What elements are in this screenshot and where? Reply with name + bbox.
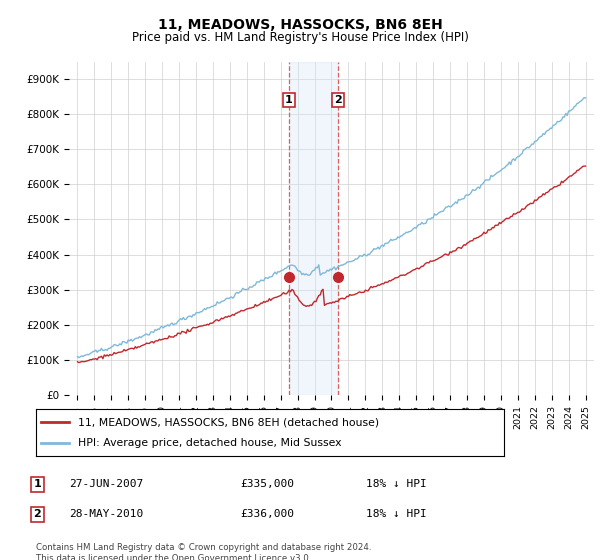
Text: 1: 1: [285, 95, 293, 105]
Text: £336,000: £336,000: [240, 509, 294, 519]
Text: 11, MEADOWS, HASSOCKS, BN6 8EH: 11, MEADOWS, HASSOCKS, BN6 8EH: [158, 18, 442, 32]
Bar: [289, 62, 338, 395]
Text: Contains HM Land Registry data © Crown copyright and database right 2024.
This d: Contains HM Land Registry data © Crown c…: [36, 543, 371, 560]
Text: 2: 2: [334, 95, 342, 105]
Text: 28-MAY-2010: 28-MAY-2010: [69, 509, 143, 519]
Text: 18% ↓ HPI: 18% ↓ HPI: [366, 509, 427, 519]
Text: Price paid vs. HM Land Registry's House Price Index (HPI): Price paid vs. HM Land Registry's House …: [131, 31, 469, 44]
Text: 2: 2: [34, 509, 41, 519]
Text: £335,000: £335,000: [240, 479, 294, 489]
Text: 27-JUN-2007: 27-JUN-2007: [69, 479, 143, 489]
Text: 11, MEADOWS, HASSOCKS, BN6 8EH (detached house): 11, MEADOWS, HASSOCKS, BN6 8EH (detached…: [78, 417, 379, 427]
Text: HPI: Average price, detached house, Mid Sussex: HPI: Average price, detached house, Mid …: [78, 438, 341, 448]
Text: 18% ↓ HPI: 18% ↓ HPI: [366, 479, 427, 489]
Text: 1: 1: [34, 479, 41, 489]
